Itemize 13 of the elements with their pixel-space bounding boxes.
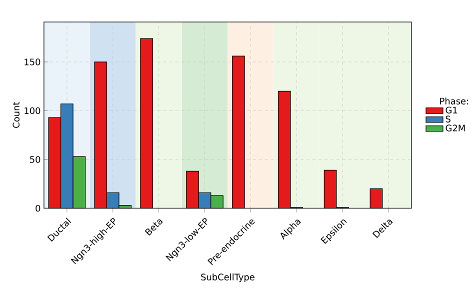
bar: [370, 188, 383, 209]
y-tick-label: 100: [24, 108, 40, 114]
legend-label: G2M: [446, 124, 465, 132]
legend-title: Phase:: [440, 98, 468, 105]
y-tick-label: 50: [30, 156, 40, 164]
legend-label: G1: [446, 106, 458, 114]
y-axis-title: Count: [12, 102, 20, 128]
legend-label: S: [446, 116, 450, 123]
y-tick-label: 150: [24, 58, 40, 66]
bar: [140, 38, 153, 209]
x-axis-title: SubCellType: [201, 274, 254, 282]
y-tick-label: 0: [36, 205, 40, 212]
bar: [232, 56, 245, 209]
